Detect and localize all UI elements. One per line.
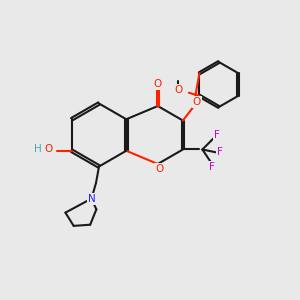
Text: O: O [44, 144, 52, 154]
Text: O: O [174, 85, 182, 95]
Text: F: F [214, 130, 220, 140]
Text: F: F [209, 163, 215, 172]
Text: H: H [34, 144, 42, 154]
Text: O: O [193, 97, 201, 106]
Text: O: O [155, 164, 164, 174]
Text: F: F [218, 148, 223, 158]
Text: O: O [154, 79, 162, 89]
Text: N: N [88, 194, 96, 204]
